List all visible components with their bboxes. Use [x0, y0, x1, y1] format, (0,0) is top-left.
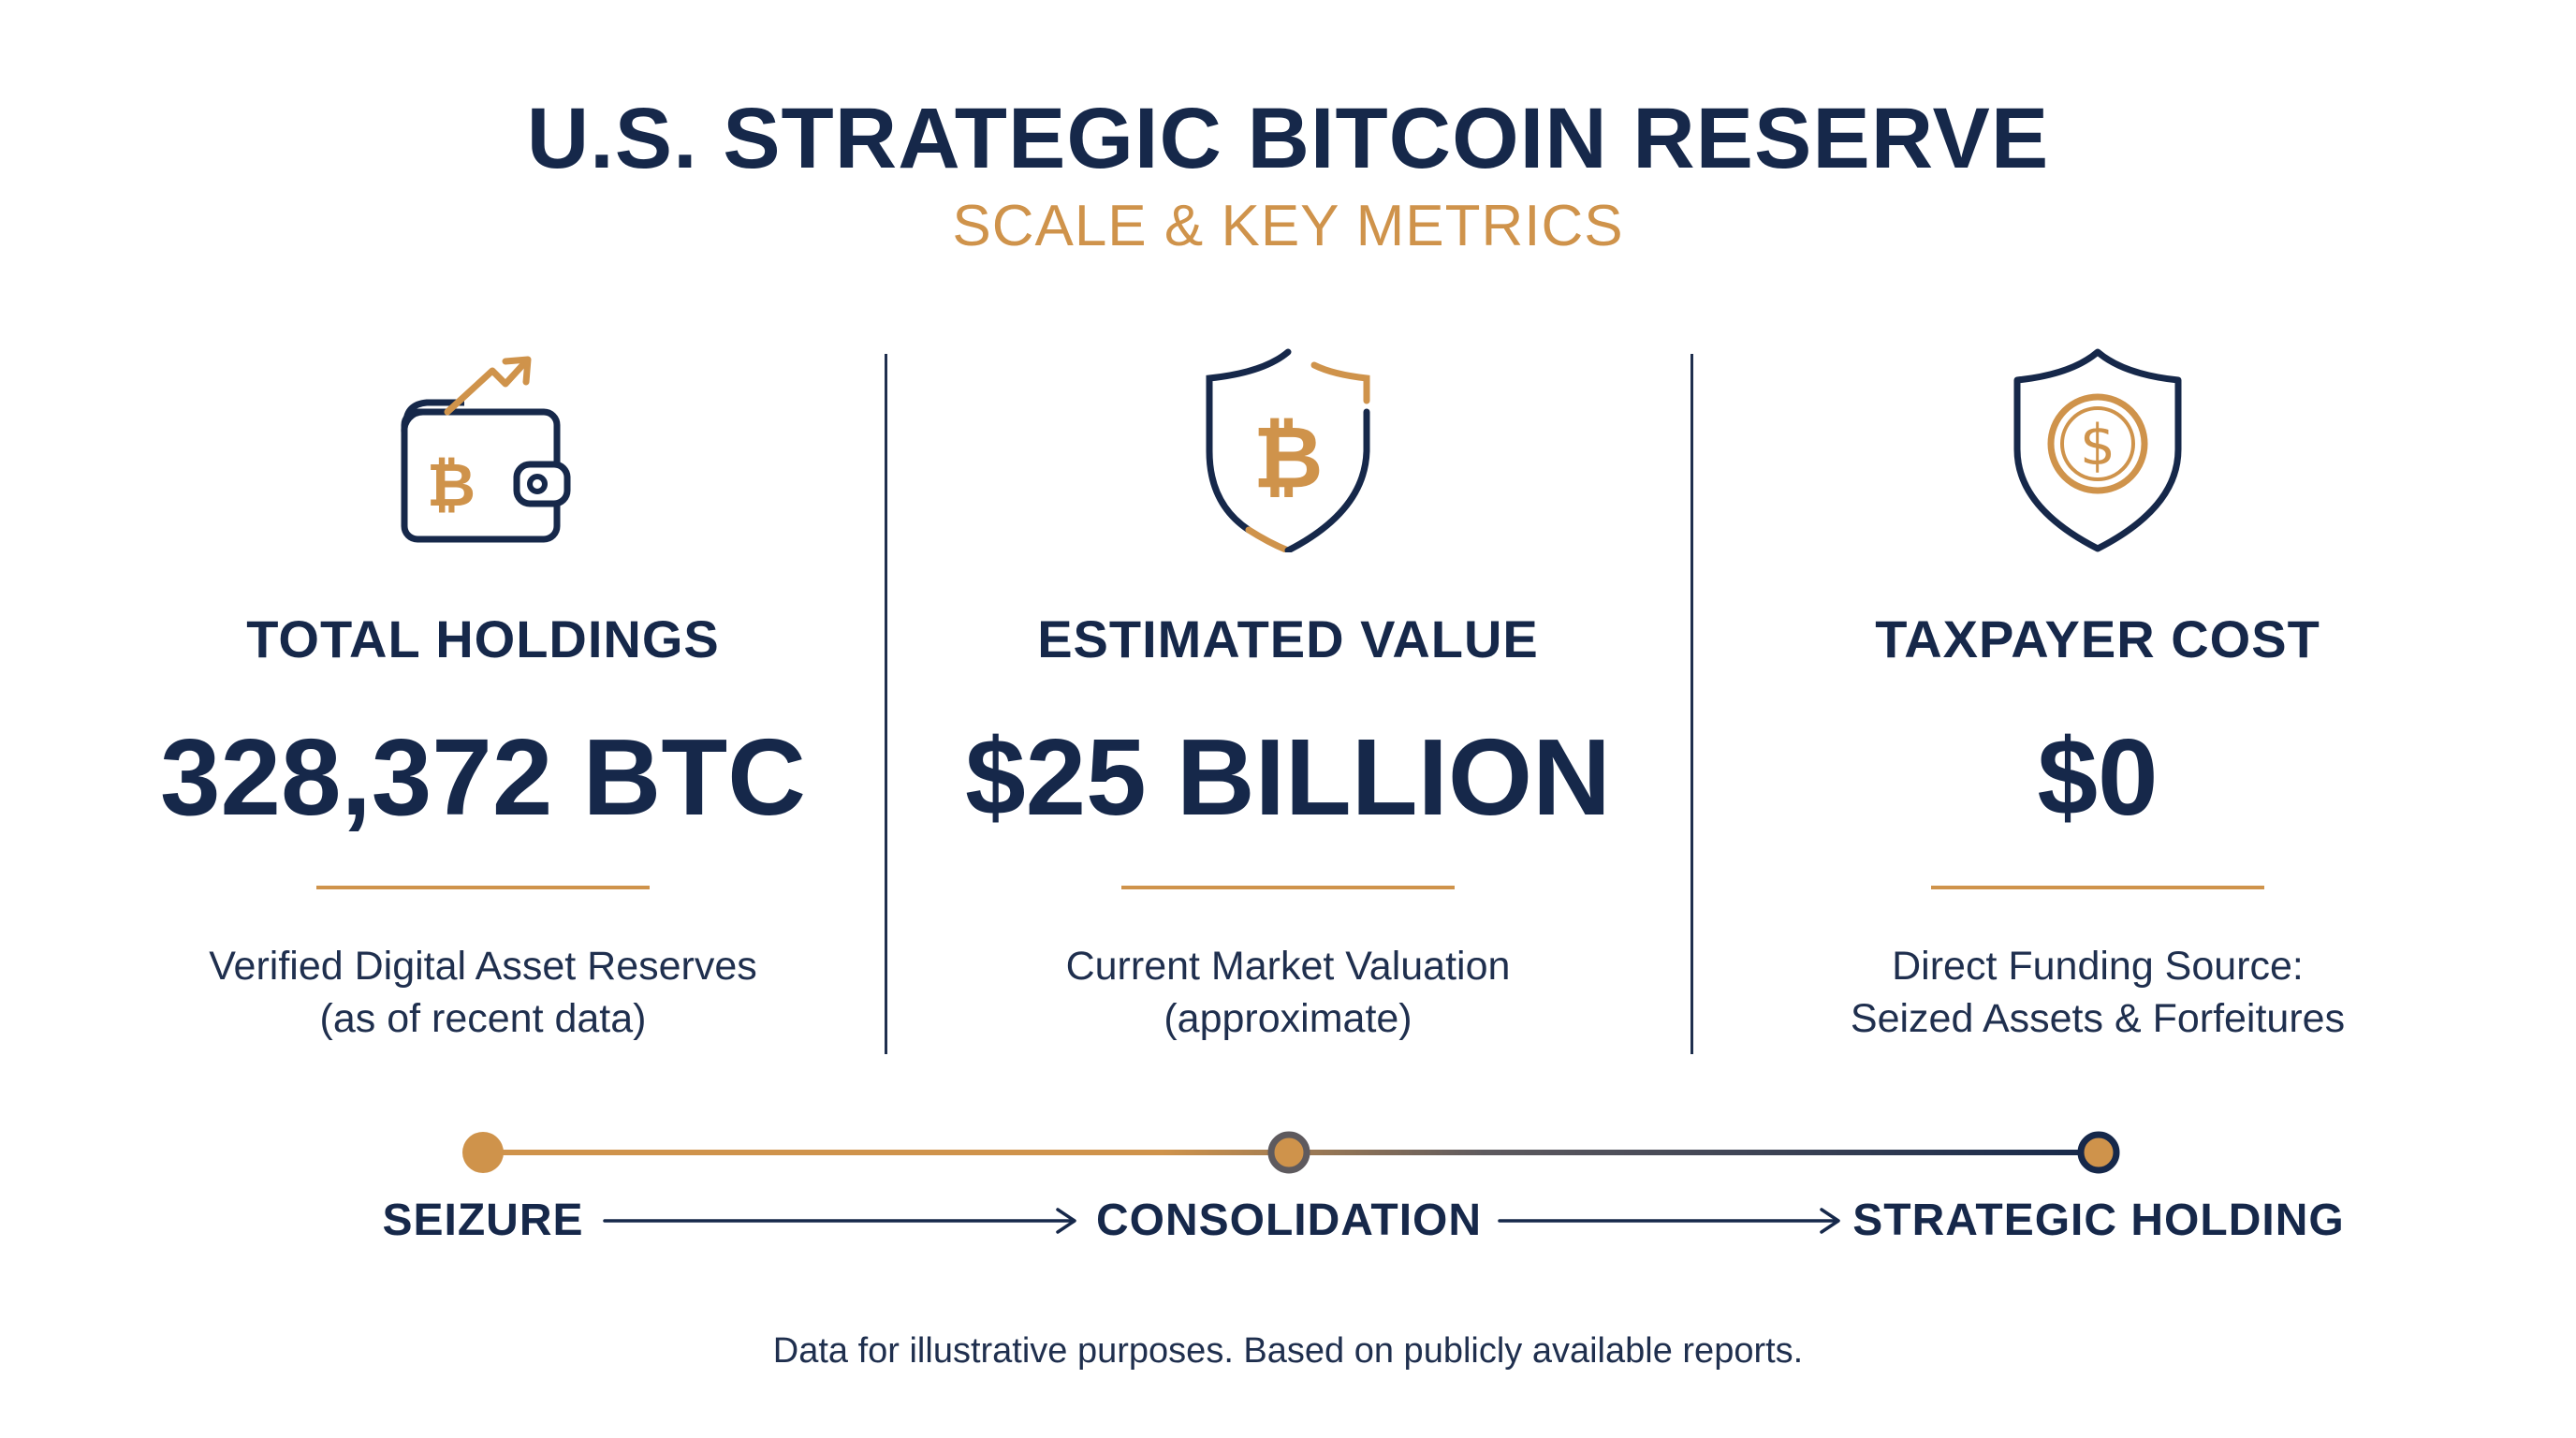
- metric-description-line: Seized Assets & Forfeitures: [1850, 996, 2346, 1041]
- timeline-stage-seizure: SEIZURE: [382, 1196, 584, 1245]
- metric-label: TAXPAYER COST: [1875, 609, 2320, 668]
- metric-underline: [1931, 886, 2264, 889]
- footnote: Data for illustrative purposes. Based on…: [772, 1331, 1804, 1371]
- metric-value: $25 BILLION: [965, 716, 1611, 838]
- metric-label: ESTIMATED VALUE: [1037, 609, 1539, 668]
- timeline-stage-consolidation: CONSOLIDATION: [1095, 1196, 1483, 1245]
- metric-estimated-value: ₿ ESTIMATED VALUE $25 BILLION Current Ma…: [886, 346, 1690, 1058]
- metric-description: Verified Digital Asset Reserves (as of r…: [80, 940, 886, 1045]
- svg-text:₿: ₿: [427, 451, 476, 521]
- page-subtitle: SCALE & KEY METRICS: [952, 194, 1624, 258]
- page-title: U.S. STRATEGIC BITCOIN RESERVE: [526, 91, 2050, 186]
- metric-value: 328,372 BTC: [160, 716, 806, 838]
- metric-description-line: (as of recent data): [319, 996, 647, 1041]
- dollar-shield-icon: $: [2013, 348, 2182, 552]
- timeline-dot-seizure: [462, 1132, 504, 1173]
- metric-underline: [316, 886, 650, 889]
- metric-description-line: Current Market Valuation: [1065, 944, 1511, 989]
- metric-label: TOTAL HOLDINGS: [246, 609, 720, 668]
- metric-value: $0: [2037, 716, 2159, 838]
- metric-total-holdings: ₿ TOTAL HOLDINGS 328,372 BTC Verified Di…: [80, 346, 886, 1058]
- metric-description-line: Direct Funding Source:: [1892, 944, 2304, 989]
- metric-description-line: (approximate): [1164, 996, 1412, 1041]
- bitcoin-shield-icon: ₿: [1206, 348, 1370, 552]
- metric-underline: [1121, 886, 1455, 889]
- svg-text:₿: ₿: [1253, 407, 1324, 507]
- timeline-dot-consolidation: [1267, 1131, 1310, 1174]
- timeline-dot-strategic-holding: [2077, 1131, 2120, 1174]
- metric-description-line: Verified Digital Asset Reserves: [209, 944, 757, 989]
- svg-text:$: $: [2080, 413, 2115, 478]
- column-divider-right: [1690, 354, 1693, 1054]
- timeline-stage-strategic-holding: STRATEGIC HOLDING: [1852, 1196, 2345, 1245]
- metric-description: Current Market Valuation (approximate): [886, 940, 1690, 1045]
- column-divider-left: [885, 354, 887, 1054]
- metric-taxpayer-cost: $ TAXPAYER COST $0 Direct Funding Source…: [1695, 346, 2500, 1058]
- bitcoin-wallet-growth-icon: ₿: [401, 356, 571, 543]
- metric-description: Direct Funding Source: Seized Assets & F…: [1695, 940, 2500, 1045]
